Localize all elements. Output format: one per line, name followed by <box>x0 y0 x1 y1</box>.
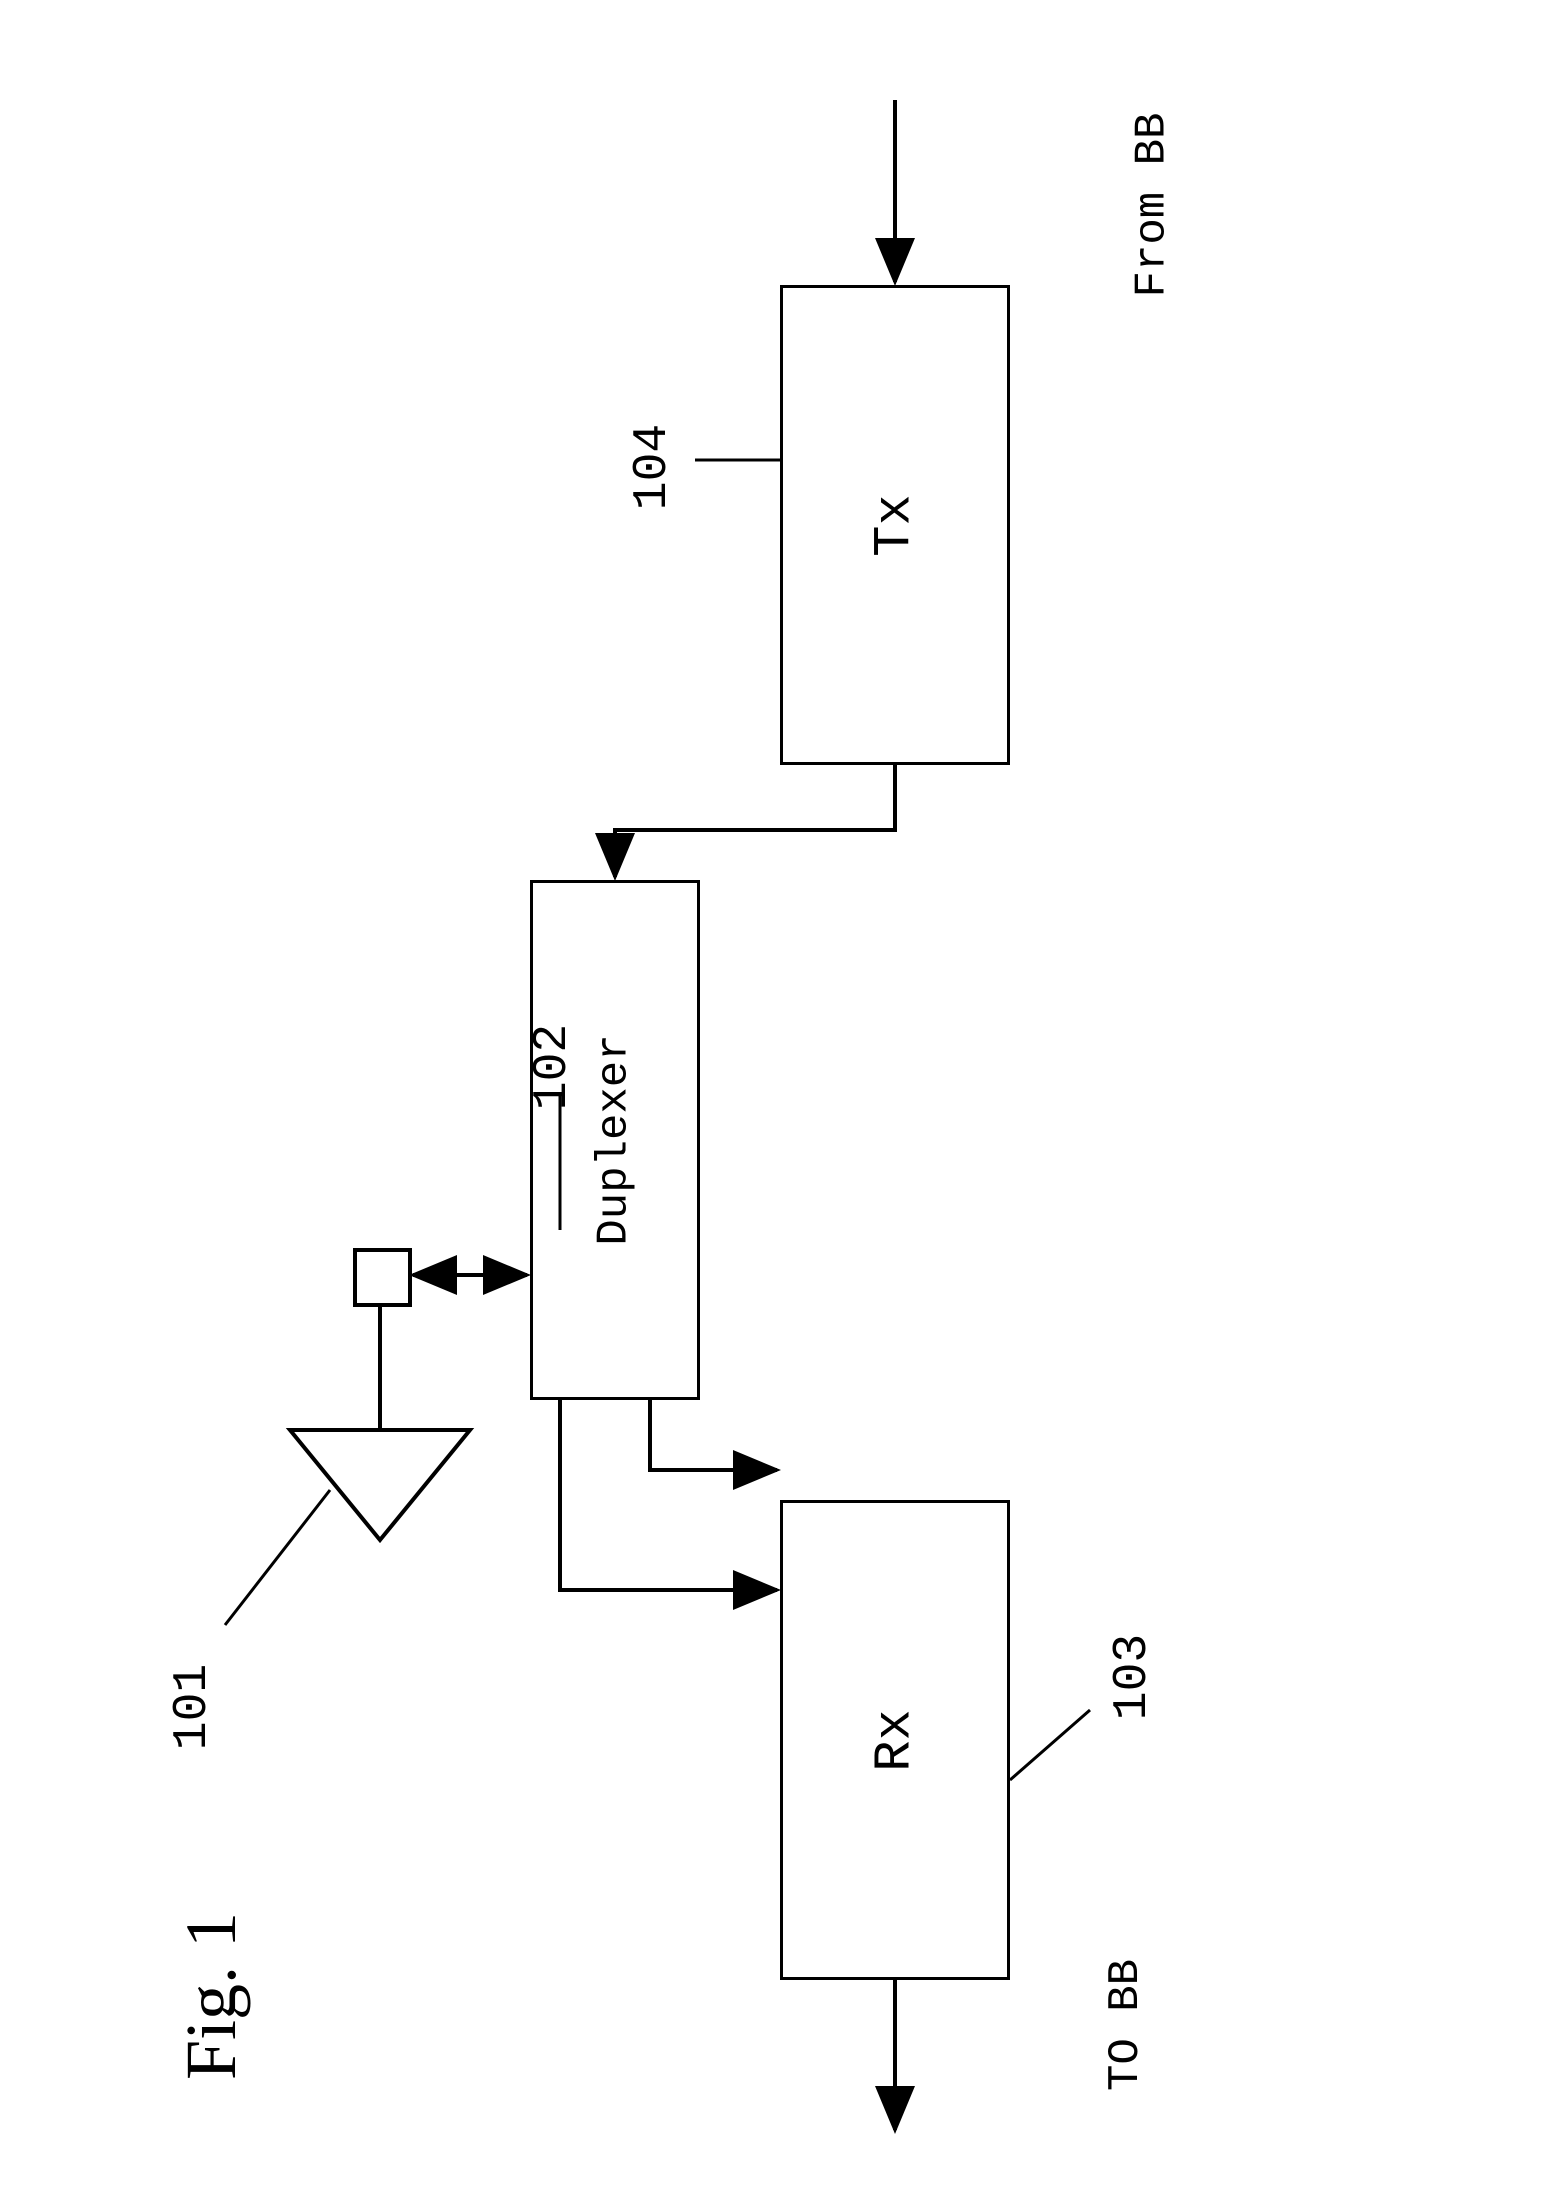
antenna-icon <box>290 1430 470 1540</box>
edge-dup-rx-1 <box>560 1400 777 1590</box>
diagram-canvas: Fig. 1 Tx Rx Duplexer 101 102 103 104 Fr… <box>0 0 1567 2187</box>
leader-101 <box>225 1490 330 1625</box>
edge-dup-rx-2 <box>650 1400 777 1470</box>
leader-103 <box>1010 1710 1090 1780</box>
antenna-pad <box>355 1250 410 1305</box>
edge-tx-duplexer <box>615 765 895 877</box>
connectors-svg <box>0 0 1567 2187</box>
